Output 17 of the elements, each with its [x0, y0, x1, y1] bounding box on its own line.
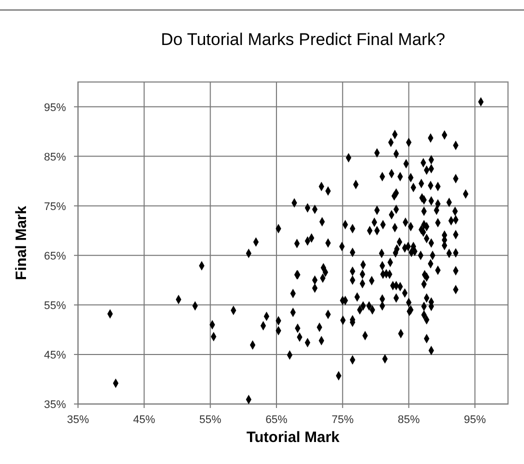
x-tick-label: 65% — [265, 414, 288, 426]
x-tick-label: 45% — [133, 414, 156, 426]
y-tick-label: 85% — [44, 151, 66, 164]
y-tick-label: 95% — [44, 102, 66, 114]
x-tick-label: 75% — [332, 414, 354, 426]
x-tick-label: 35% — [66, 414, 90, 426]
y-tick-label: 55% — [44, 300, 66, 312]
x-tick-label: 55% — [199, 414, 222, 426]
y-axis-title: Final Mark — [13, 205, 30, 280]
y-tick-label: 75% — [44, 200, 66, 213]
x-axis-title: Tutorial Mark — [246, 429, 340, 446]
y-tick-label: 45% — [44, 349, 66, 362]
chart-title: Do Tutorial Marks Predict Final Mark? — [160, 30, 446, 49]
x-tick-label: 85% — [398, 414, 420, 426]
y-tick-label: 65% — [44, 250, 66, 262]
x-tick-label: 95% — [464, 414, 486, 426]
y-tick-label: 35% — [44, 399, 66, 411]
